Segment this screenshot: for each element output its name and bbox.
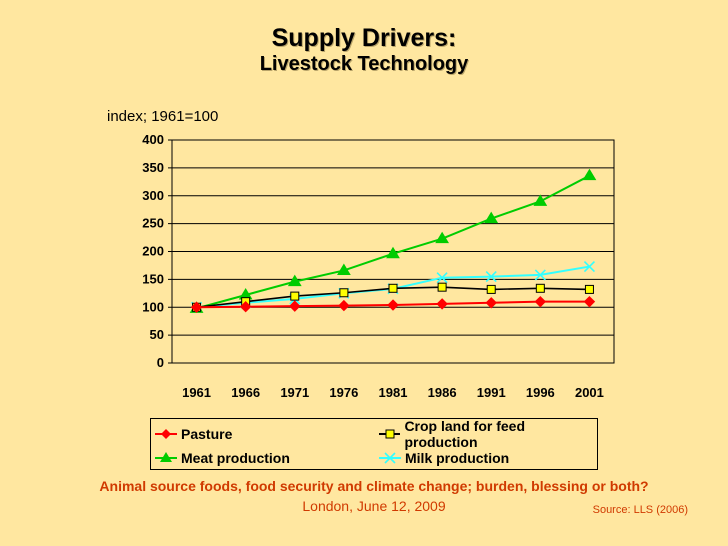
source-note: Source: LLS (2006) <box>592 504 688 516</box>
y-tick-label: 100 <box>142 299 164 314</box>
data-point-pasture <box>239 300 252 313</box>
y-axis-label: index; 1961=100 <box>107 108 219 125</box>
data-point-meat-production <box>386 246 400 259</box>
data-point-pasture <box>338 299 350 312</box>
data-point-milk-production <box>485 271 497 283</box>
x-tick-label: 2001 <box>575 385 604 400</box>
legend-item-crop-land-for-feed-production: Crop land for feed production <box>379 418 597 450</box>
data-point-crop-land-for-feed-production <box>535 283 545 293</box>
data-point-crop-land-for-feed-production <box>486 284 496 294</box>
y-tick-label: 200 <box>142 244 164 259</box>
legend-item-meat-production: Meat production <box>155 448 290 468</box>
legend-swatch <box>379 429 401 439</box>
y-tick-label: 150 <box>142 271 164 286</box>
data-point-meat-production <box>533 194 548 206</box>
legend-swatch <box>379 452 401 464</box>
data-point-crop-land-for-feed-production <box>290 291 300 301</box>
x-tick-label: 1986 <box>428 385 457 400</box>
data-point-meat-production <box>287 274 302 287</box>
data-point-pasture <box>583 295 596 308</box>
data-point-pasture <box>190 301 203 313</box>
data-point-pasture <box>289 300 301 312</box>
data-point-milk-production <box>436 272 448 284</box>
legend-label: Pasture <box>181 426 233 442</box>
data-point-crop-land-for-feed-production <box>437 282 447 292</box>
y-tick-label: 300 <box>142 188 164 203</box>
data-point-pasture <box>485 297 497 309</box>
legend-swatch <box>155 452 177 462</box>
data-point-meat-production <box>582 168 597 181</box>
data-point-pasture <box>436 298 448 310</box>
legend-item-pasture: Pasture <box>155 424 232 444</box>
legend-item-milk-production: Milk production <box>379 448 509 468</box>
x-tick-label: 1971 <box>280 385 309 400</box>
data-point-crop-land-for-feed-production <box>388 283 398 293</box>
x-tick-label: 1981 <box>379 385 408 400</box>
x-tick-label: 1996 <box>526 385 555 400</box>
legend-swatch <box>155 429 177 439</box>
slide-title: Supply Drivers: <box>271 24 457 52</box>
data-point-meat-production <box>435 231 449 244</box>
x-tick-label: 1976 <box>329 385 358 400</box>
legend-label: Milk production <box>405 450 510 466</box>
chart-legend: Pasture Crop land for feed production Meat… <box>150 418 598 470</box>
data-point-milk-production <box>534 269 546 281</box>
y-tick-label: 0 <box>157 355 164 370</box>
footer-date: London, June 12, 2009 <box>302 498 446 514</box>
data-point-crop-land-for-feed-production <box>339 288 349 298</box>
x-tick-label: 1991 <box>477 385 506 400</box>
x-tick-label: 1961 <box>182 385 211 400</box>
data-point-meat-production <box>337 263 351 275</box>
footer-title: Animal source foods, food security and c… <box>99 478 649 494</box>
data-point-crop-land-for-feed-production <box>584 284 594 294</box>
legend-label: Meat production <box>181 450 290 466</box>
slide-subtitle: Livestock Technology <box>259 53 469 75</box>
x-tick-label: 1966 <box>231 385 260 400</box>
y-tick-label: 50 <box>150 327 164 342</box>
y-tick-label: 400 <box>142 132 164 147</box>
y-tick-label: 350 <box>142 160 164 175</box>
data-point-pasture <box>534 295 547 308</box>
legend-label: Crop land for feed production <box>404 418 525 450</box>
data-point-milk-production <box>583 260 596 273</box>
data-point-pasture <box>387 299 399 311</box>
data-point-meat-production <box>484 211 499 224</box>
y-tick-label: 250 <box>142 216 164 231</box>
